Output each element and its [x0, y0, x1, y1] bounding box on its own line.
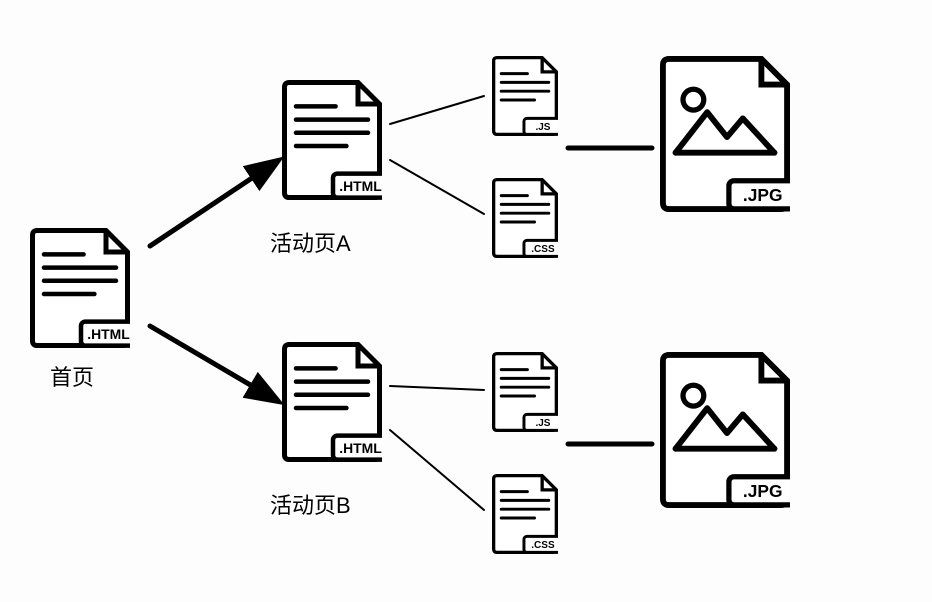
file-node-jpgB: .JPG — [660, 352, 790, 513]
edge — [150, 326, 276, 400]
node-label-home: 首页 — [50, 360, 94, 392]
file-node-jsA: .JS — [492, 56, 558, 141]
file-node-pageB: .HTML — [282, 342, 382, 467]
svg-text:.HTML: .HTML — [339, 440, 382, 456]
node-label-pageA: 活动页A — [270, 226, 351, 258]
file-node-jsB: .JS — [492, 352, 558, 437]
svg-text:.JS: .JS — [535, 122, 550, 133]
diagram-edges — [0, 0, 932, 602]
svg-text:.CSS: .CSS — [531, 244, 555, 255]
node-label-pageB: 活动页B — [270, 488, 351, 520]
file-node-home: .HTML — [30, 228, 130, 353]
svg-text:.HTML: .HTML — [87, 326, 130, 342]
file-node-cssA: .CSS — [492, 178, 558, 263]
svg-text:.HTML: .HTML — [339, 178, 382, 194]
edge — [390, 386, 484, 390]
edge — [390, 96, 484, 124]
file-node-jpgA: .JPG — [660, 56, 790, 217]
svg-text:.JPG: .JPG — [743, 481, 783, 501]
edge — [390, 430, 484, 510]
edge — [150, 162, 276, 246]
svg-text:.JS: .JS — [535, 418, 550, 429]
svg-text:.JPG: .JPG — [743, 185, 783, 205]
svg-text:.CSS: .CSS — [531, 540, 555, 551]
edge — [390, 160, 484, 214]
file-node-cssB: .CSS — [492, 474, 558, 559]
file-node-pageA: .HTML — [282, 80, 382, 205]
